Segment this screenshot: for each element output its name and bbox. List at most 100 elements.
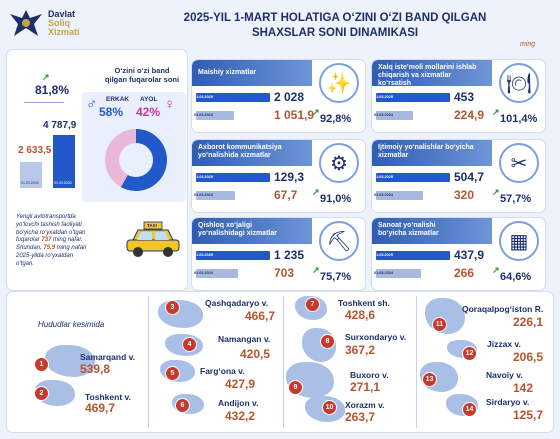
sector-growth: 75,7% bbox=[320, 271, 352, 283]
region-name: Buxoro v. bbox=[350, 370, 389, 380]
monitor-gear-icon: ⚙ bbox=[319, 143, 359, 183]
taxi-text-l4c: ming nafar. bbox=[51, 237, 83, 244]
male-icon: ♂ bbox=[86, 96, 98, 113]
sector-bar-new bbox=[196, 93, 270, 102]
growth-arrow-icon: ↗ bbox=[492, 265, 500, 275]
sector-old-date: 01.03.2024 bbox=[194, 271, 214, 275]
sector-bar-old bbox=[376, 269, 421, 278]
sector-title-l2: Maishiy xizmatlar bbox=[198, 69, 256, 76]
region-number-badge: 11 bbox=[432, 317, 447, 332]
gender-title-l1: O‘zini o‘zi band bbox=[114, 66, 170, 75]
region-name: Toshkent v. bbox=[85, 392, 131, 402]
sector-bar-old bbox=[196, 269, 238, 278]
sector-growth: 64,6% bbox=[500, 271, 532, 283]
region-name: Toshkent sh. bbox=[338, 298, 390, 308]
brand-line1: Davlat bbox=[48, 9, 76, 19]
region-value: 466,7 bbox=[245, 309, 276, 323]
region-number-badge: 2 bbox=[34, 386, 49, 401]
sector-growth: 57,7% bbox=[500, 193, 532, 205]
sector-title-l1: Xalq iste’moli mollarini ishlab bbox=[378, 64, 477, 71]
sector-panel: Axborot kommunikatsiya yo‘nalishida xizm… bbox=[192, 140, 365, 212]
taxi-sign: TAXI bbox=[147, 223, 157, 228]
sector-title: Maishiy xizmatlar bbox=[192, 60, 312, 86]
sector-old-date: 01.03.2024 bbox=[194, 113, 214, 117]
region-value: 226,1 bbox=[513, 315, 544, 329]
region-value: 420,5 bbox=[240, 347, 271, 361]
region-name: Qashqadaryo v. bbox=[205, 298, 269, 308]
sector-title: Xalq iste’moli mollarini ishlab chiqaris… bbox=[372, 60, 492, 87]
sector-old-date: 01.03.2024 bbox=[374, 193, 394, 197]
region-name: Samarqand v. bbox=[80, 352, 136, 362]
taxi-text-l2: yo‘lovchi tashish faoliyati bbox=[16, 221, 82, 228]
region-value: 271,1 bbox=[350, 380, 381, 394]
sector-bar-new bbox=[196, 251, 270, 260]
sector-new-value: 2 028 bbox=[274, 90, 305, 104]
page-title: 2025-YIL 1-MART HOLATIGA O‘ZINI O‘ZI BAN… bbox=[150, 11, 520, 41]
female-icon: ♀ bbox=[164, 96, 176, 113]
taxi-count: 737 bbox=[41, 237, 52, 244]
sector-new-date: 01.03.2025 bbox=[194, 95, 214, 99]
region-number-badge: 3 bbox=[165, 300, 180, 315]
growth-arrow-icon: ↗ bbox=[312, 265, 320, 275]
sector-old-value: 224,9 bbox=[454, 108, 485, 122]
growth-arrow-icon: ↗ bbox=[492, 107, 500, 117]
sector-bar-new bbox=[376, 93, 450, 102]
taxi-car-icon bbox=[126, 221, 180, 257]
sector-bar-new bbox=[196, 173, 270, 182]
sector-bar-old bbox=[196, 111, 234, 120]
sector-old-value: 1 051,9 bbox=[274, 108, 315, 122]
sector-title: Sanoat yo‘nalishi bo‘yicha xizmatlar bbox=[372, 218, 492, 244]
sector-new-date: 01.03.2025 bbox=[194, 175, 214, 179]
region-divider bbox=[148, 296, 149, 428]
male-pct: 58% bbox=[99, 105, 124, 119]
sector-title-l1: Qishloq xo‘jaligi bbox=[198, 222, 253, 229]
sector-title: Ijtimoiy yo‘nalishlar bo‘yicha xizmatlar bbox=[372, 140, 492, 166]
total-old-date: 01.03.2024 bbox=[21, 181, 39, 185]
total-new-date: 01.03.2025 bbox=[54, 181, 72, 185]
sector-title-l1: Ijtimoiy yo‘nalishlar bo‘yicha bbox=[378, 144, 474, 151]
sector-title-l1: Axborot kommunikatsiya bbox=[198, 144, 282, 151]
region-value: 263,7 bbox=[345, 410, 376, 424]
eagle-logo-icon bbox=[10, 10, 42, 36]
sector-old-date: 01.03.2024 bbox=[374, 271, 394, 275]
sector-title-l1: Sanoat yo‘nalishi bbox=[378, 222, 436, 229]
growth-arrow-icon: ↗ bbox=[312, 187, 320, 197]
region-divider bbox=[283, 296, 284, 428]
sector-bar-old bbox=[376, 111, 413, 120]
taxi-text-l5c: ming nafari bbox=[55, 245, 87, 252]
sector-title: Axborot kommunikatsiya yo‘nalishida xizm… bbox=[192, 140, 312, 166]
sector-panel: Qishloq xo‘jaligi yo‘nalishidagi xizmatl… bbox=[192, 218, 365, 290]
sector-new-value: 453 bbox=[454, 90, 475, 104]
taxi-text-l5: Shundan, 75,9 ming nafari bbox=[16, 245, 124, 253]
sector-old-date: 01.03.2024 bbox=[194, 193, 214, 197]
title-line1: 2025-YIL 1-MART HOLATIGA O‘ZINI O‘ZI BAN… bbox=[183, 12, 487, 24]
brick-wall-icon: ▦ bbox=[499, 221, 539, 261]
region-number-badge: 1 bbox=[34, 357, 49, 372]
sector-new-date: 01.03.2025 bbox=[374, 175, 394, 179]
total-old-value: 2 633,5 bbox=[18, 145, 52, 156]
total-bar-old bbox=[20, 162, 42, 188]
region-name: Qoraqalpog‘iston R. bbox=[462, 304, 544, 314]
taxi-text-l5a: Shundan, bbox=[16, 245, 44, 252]
region-name: Namangan v. bbox=[218, 334, 271, 344]
total-growth: 81,8% bbox=[35, 83, 70, 97]
total-bar-new bbox=[53, 135, 75, 188]
region-name: Navoiy v. bbox=[486, 370, 523, 380]
sector-growth: 101,4% bbox=[500, 113, 538, 125]
region-value: 539,8 bbox=[80, 362, 111, 376]
region-number-badge: 10 bbox=[322, 400, 337, 415]
taxi-new-count: 75,9 bbox=[43, 245, 56, 252]
region-value: 206,5 bbox=[513, 350, 544, 364]
regions-title: Hududlar kesimida bbox=[38, 320, 105, 329]
taxi-text-l4a: fuqarolar bbox=[16, 237, 42, 244]
region-value: 367,2 bbox=[345, 343, 376, 357]
sector-old-value: 266 bbox=[454, 266, 475, 280]
taxi-text: Yengil avtotransportda yo‘lovchi tashish… bbox=[16, 214, 124, 269]
brand-line3: Xizmati bbox=[48, 27, 80, 37]
region-number-badge: 6 bbox=[175, 398, 190, 413]
sector-bar-new bbox=[376, 173, 450, 182]
taxi-text-l3: bo‘yicha ro‘yxatdan o‘tgan bbox=[16, 229, 86, 236]
growth-arrow-icon: ↗ bbox=[312, 107, 320, 117]
sector-new-date: 01.03.2025 bbox=[374, 95, 394, 99]
region-value: 469,7 bbox=[85, 401, 116, 415]
